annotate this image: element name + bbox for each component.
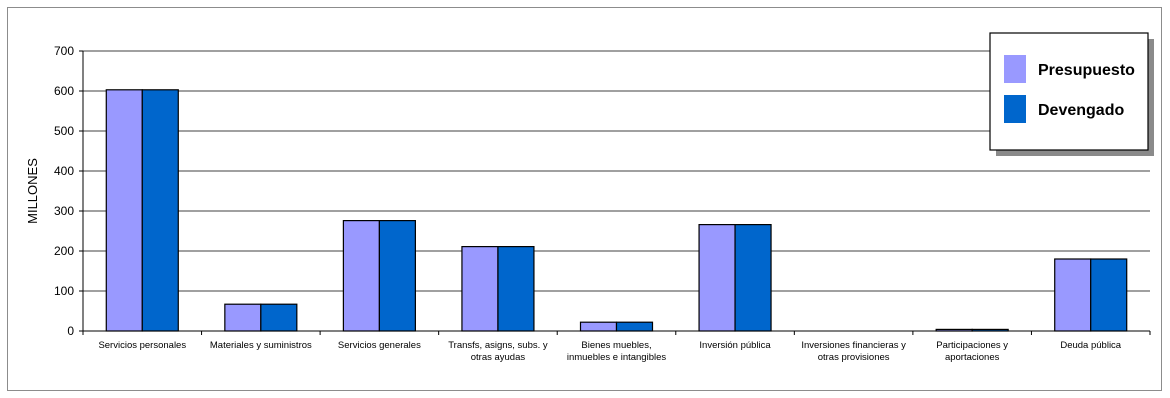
bar-devengado <box>378 220 416 332</box>
category-label: Servicios personales <box>98 340 186 351</box>
category-label: inmuebles e intangibles <box>567 352 667 363</box>
category-label: Inversión pública <box>699 340 771 351</box>
category-label: Transfs, asigns, subs. y <box>448 340 548 351</box>
category-label: otras provisiones <box>818 352 890 363</box>
bar-presupuesto <box>1054 258 1092 332</box>
bar-presupuesto <box>461 246 499 332</box>
y-axis-title: MILLONES <box>25 158 40 224</box>
bar-devengado <box>971 328 1009 332</box>
bar-devengado <box>1090 258 1128 332</box>
category-label: aportaciones <box>945 352 1000 363</box>
bar-devengado <box>141 89 179 332</box>
category-label: Servicios generales <box>338 340 421 351</box>
y-tick-label: 400 <box>54 164 74 178</box>
category-label: Inversiones financieras y <box>801 340 906 351</box>
bar-presupuesto <box>698 224 736 332</box>
legend-swatch <box>1004 55 1026 83</box>
bar-devengado <box>734 224 772 332</box>
category-label: Materiales y suministros <box>210 340 312 351</box>
legend-label: Presupuesto <box>1038 62 1135 79</box>
bar-presupuesto <box>224 303 262 332</box>
bar-presupuesto <box>579 321 618 332</box>
category-label: Participaciones y <box>936 340 1008 351</box>
legend-label: Devengado <box>1038 102 1124 119</box>
bar-presupuesto <box>105 89 143 332</box>
y-tick-label: 500 <box>54 124 74 138</box>
y-tick-label: 0 <box>67 324 74 338</box>
y-tick-label: 300 <box>54 204 74 218</box>
bar-presupuesto <box>935 328 973 332</box>
bar-devengado <box>260 303 298 332</box>
bar-devengado <box>615 321 654 332</box>
category-label: otras ayudas <box>471 352 526 363</box>
legend-swatch <box>1004 95 1026 123</box>
bar-devengado <box>497 246 535 332</box>
category-label: Deuda pública <box>1060 340 1121 351</box>
bar-presupuesto <box>342 220 380 332</box>
y-tick-label: 200 <box>54 244 74 258</box>
y-tick-label: 100 <box>54 284 74 298</box>
y-tick-label: 700 <box>54 44 74 58</box>
y-tick-label: 600 <box>54 84 74 98</box>
legend-box <box>989 32 1149 151</box>
category-label: Bienes muebles, <box>581 340 651 351</box>
